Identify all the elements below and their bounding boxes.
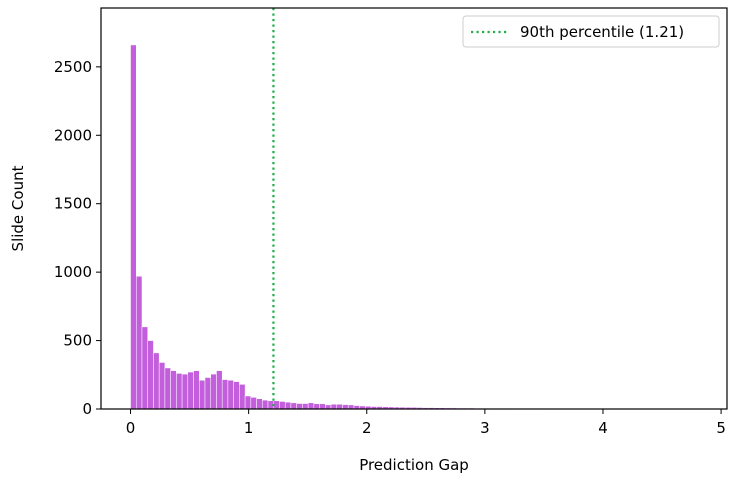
- histogram-bar: [262, 399, 269, 410]
- histogram-bar: [227, 380, 234, 410]
- histogram-bar: [210, 373, 217, 410]
- histogram-bar: [141, 326, 148, 410]
- histogram-bar: [233, 381, 240, 410]
- y-tick-label: 2500: [54, 58, 92, 76]
- x-tick-label: 0: [126, 419, 136, 437]
- histogram-bar: [290, 402, 297, 410]
- histogram-bar: [170, 370, 177, 410]
- histogram-bar: [153, 352, 160, 410]
- x-axis-title: Prediction Gap: [359, 456, 469, 474]
- histogram-bar: [279, 401, 286, 410]
- x-tick-label: 4: [598, 419, 608, 437]
- histogram-bar: [204, 377, 211, 410]
- legend-box: [462, 15, 720, 48]
- y-tick-label: 1500: [54, 195, 92, 213]
- histogram-bar: [164, 367, 171, 410]
- histogram-bars: [130, 44, 698, 410]
- histogram-bar: [239, 384, 246, 410]
- legend-label: 90th percentile (1.21): [520, 23, 684, 41]
- y-tick-label: 2000: [54, 126, 92, 144]
- histogram-bar: [130, 44, 137, 410]
- histogram-bar: [244, 395, 252, 410]
- histogram-bar: [342, 404, 349, 410]
- y-axis-ticks: 0 500 1000 1500 2000 2500: [54, 58, 101, 418]
- histogram-bar: [147, 340, 154, 410]
- histogram-bar: [250, 397, 257, 410]
- histogram-bar: [313, 403, 320, 410]
- histogram-bar: [256, 398, 263, 410]
- histogram-bar: [319, 403, 326, 410]
- y-tick-label: 1000: [54, 263, 92, 281]
- histogram-bar: [199, 380, 206, 410]
- histogram-bar: [181, 373, 189, 410]
- histogram-bar: [307, 402, 315, 410]
- histogram-bar: [336, 403, 343, 410]
- plot-frame: [100, 7, 728, 410]
- x-tick-label: 2: [362, 419, 372, 437]
- x-tick-label: 1: [244, 419, 254, 437]
- y-axis-title: Slide Count: [9, 165, 27, 251]
- histogram-bar: [193, 370, 200, 410]
- x-tick-label: 3: [480, 419, 490, 437]
- y-tick-label: 500: [63, 332, 92, 350]
- x-axis-ticks: 0 1 2 3 4 5: [126, 409, 726, 437]
- histogram-bar: [302, 403, 309, 410]
- legend: 90th percentile (1.21): [462, 15, 720, 48]
- histogram-bar: [136, 275, 143, 410]
- y-tick-label: 0: [82, 400, 92, 418]
- histogram-bar: [221, 379, 229, 410]
- histogram-bar: [284, 401, 292, 410]
- histogram-bar: [216, 370, 223, 410]
- histogram-bar: [273, 400, 280, 410]
- histogram-bar: [325, 404, 332, 410]
- histogram-bar: [176, 373, 183, 410]
- histogram-bar: [347, 404, 355, 410]
- histogram-bar: [187, 371, 194, 410]
- histogram-bar: [158, 362, 166, 410]
- histogram-bar: [296, 403, 303, 410]
- x-tick-label: 5: [716, 419, 726, 437]
- histogram-bar: [330, 403, 338, 410]
